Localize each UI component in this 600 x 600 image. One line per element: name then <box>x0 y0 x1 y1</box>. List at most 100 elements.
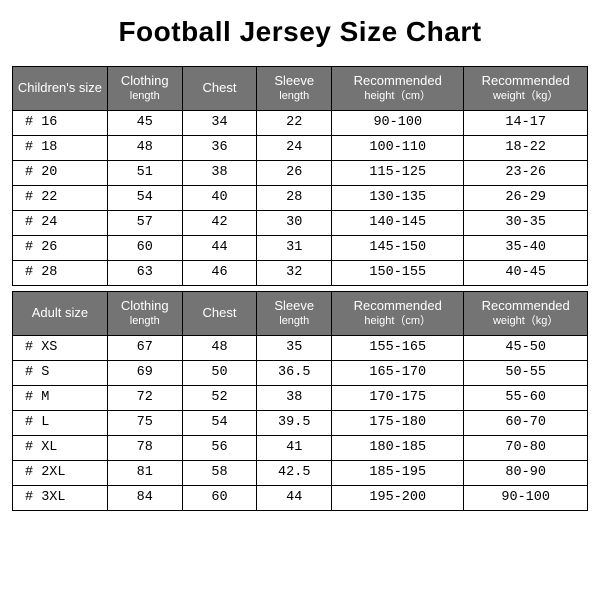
value-cell: 26 <box>257 161 332 186</box>
table-row: # XL785641180-18570-80 <box>13 436 588 461</box>
value-cell: 145-150 <box>332 236 464 261</box>
value-cell: 24 <box>257 136 332 161</box>
value-cell: 44 <box>182 236 257 261</box>
value-cell: 36.5 <box>257 361 332 386</box>
column-header: Chest <box>182 292 257 336</box>
value-cell: 31 <box>257 236 332 261</box>
value-cell: 60-70 <box>464 411 588 436</box>
value-cell: 30-35 <box>464 211 588 236</box>
table-row: # 26604431145-15035-40 <box>13 236 588 261</box>
value-cell: 90-100 <box>332 111 464 136</box>
value-cell: 42 <box>182 211 257 236</box>
size-cell: # M <box>13 386 108 411</box>
value-cell: 54 <box>182 411 257 436</box>
size-cell: # S <box>13 361 108 386</box>
value-cell: 40-45 <box>464 261 588 286</box>
value-cell: 175-180 <box>332 411 464 436</box>
value-cell: 50-55 <box>464 361 588 386</box>
column-header: Clothinglength <box>107 67 182 111</box>
value-cell: 165-170 <box>332 361 464 386</box>
table-row: # L755439.5175-18060-70 <box>13 411 588 436</box>
value-cell: 140-145 <box>332 211 464 236</box>
value-cell: 60 <box>107 236 182 261</box>
value-cell: 185-195 <box>332 461 464 486</box>
column-header: Recommendedweight（kg） <box>464 67 588 111</box>
size-cell: # 22 <box>13 186 108 211</box>
column-header: Recommendedweight（kg） <box>464 292 588 336</box>
value-cell: 155-165 <box>332 336 464 361</box>
size-cell: # XS <box>13 336 108 361</box>
value-cell: 75 <box>107 411 182 436</box>
table-row: # 28634632150-15540-45 <box>13 261 588 286</box>
value-cell: 60 <box>182 486 257 511</box>
value-cell: 23-26 <box>464 161 588 186</box>
value-cell: 30 <box>257 211 332 236</box>
size-cell: # 26 <box>13 236 108 261</box>
size-cell: # 2XL <box>13 461 108 486</box>
table-row: # 1645342290-10014-17 <box>13 111 588 136</box>
value-cell: 35 <box>257 336 332 361</box>
column-header: Chest <box>182 67 257 111</box>
table-row: # 22544028130-13526-29 <box>13 186 588 211</box>
value-cell: 39.5 <box>257 411 332 436</box>
value-cell: 22 <box>257 111 332 136</box>
table-row: # S695036.5165-17050-55 <box>13 361 588 386</box>
value-cell: 48 <box>107 136 182 161</box>
value-cell: 195-200 <box>332 486 464 511</box>
value-cell: 63 <box>107 261 182 286</box>
value-cell: 52 <box>182 386 257 411</box>
size-cell: # 28 <box>13 261 108 286</box>
column-header: Sleevelength <box>257 67 332 111</box>
value-cell: 170-175 <box>332 386 464 411</box>
size-cell: # 20 <box>13 161 108 186</box>
header-row: Children's sizeClothinglengthChestSleeve… <box>13 67 588 111</box>
table-row: # M725238170-17555-60 <box>13 386 588 411</box>
value-cell: 51 <box>107 161 182 186</box>
value-cell: 56 <box>182 436 257 461</box>
table-row: # 2XL815842.5185-19580-90 <box>13 461 588 486</box>
value-cell: 40 <box>182 186 257 211</box>
value-cell: 84 <box>107 486 182 511</box>
value-cell: 58 <box>182 461 257 486</box>
table-row: # 3XL846044195-20090-100 <box>13 486 588 511</box>
column-header: Recommendedheight（cm） <box>332 292 464 336</box>
column-header: Clothinglength <box>107 292 182 336</box>
column-header: Adult size <box>13 292 108 336</box>
value-cell: 50 <box>182 361 257 386</box>
value-cell: 38 <box>182 161 257 186</box>
header-row: Adult sizeClothinglengthChestSleevelengt… <box>13 292 588 336</box>
column-header: Sleevelength <box>257 292 332 336</box>
size-cell: # 3XL <box>13 486 108 511</box>
value-cell: 67 <box>107 336 182 361</box>
value-cell: 42.5 <box>257 461 332 486</box>
column-header: Recommendedheight（cm） <box>332 67 464 111</box>
value-cell: 26-29 <box>464 186 588 211</box>
value-cell: 35-40 <box>464 236 588 261</box>
size-cell: # 24 <box>13 211 108 236</box>
value-cell: 45 <box>107 111 182 136</box>
value-cell: 69 <box>107 361 182 386</box>
size-cell: # 16 <box>13 111 108 136</box>
value-cell: 100-110 <box>332 136 464 161</box>
value-cell: 78 <box>107 436 182 461</box>
value-cell: 70-80 <box>464 436 588 461</box>
value-cell: 34 <box>182 111 257 136</box>
value-cell: 38 <box>257 386 332 411</box>
value-cell: 57 <box>107 211 182 236</box>
value-cell: 180-185 <box>332 436 464 461</box>
value-cell: 46 <box>182 261 257 286</box>
size-cell: # XL <box>13 436 108 461</box>
value-cell: 32 <box>257 261 332 286</box>
value-cell: 130-135 <box>332 186 464 211</box>
table-row: # 18483624100-11018-22 <box>13 136 588 161</box>
page-title: Football Jersey Size Chart <box>12 16 588 48</box>
value-cell: 115-125 <box>332 161 464 186</box>
value-cell: 44 <box>257 486 332 511</box>
value-cell: 36 <box>182 136 257 161</box>
value-cell: 18-22 <box>464 136 588 161</box>
value-cell: 80-90 <box>464 461 588 486</box>
table-row: # 24574230140-14530-35 <box>13 211 588 236</box>
value-cell: 48 <box>182 336 257 361</box>
value-cell: 81 <box>107 461 182 486</box>
column-header: Children's size <box>13 67 108 111</box>
